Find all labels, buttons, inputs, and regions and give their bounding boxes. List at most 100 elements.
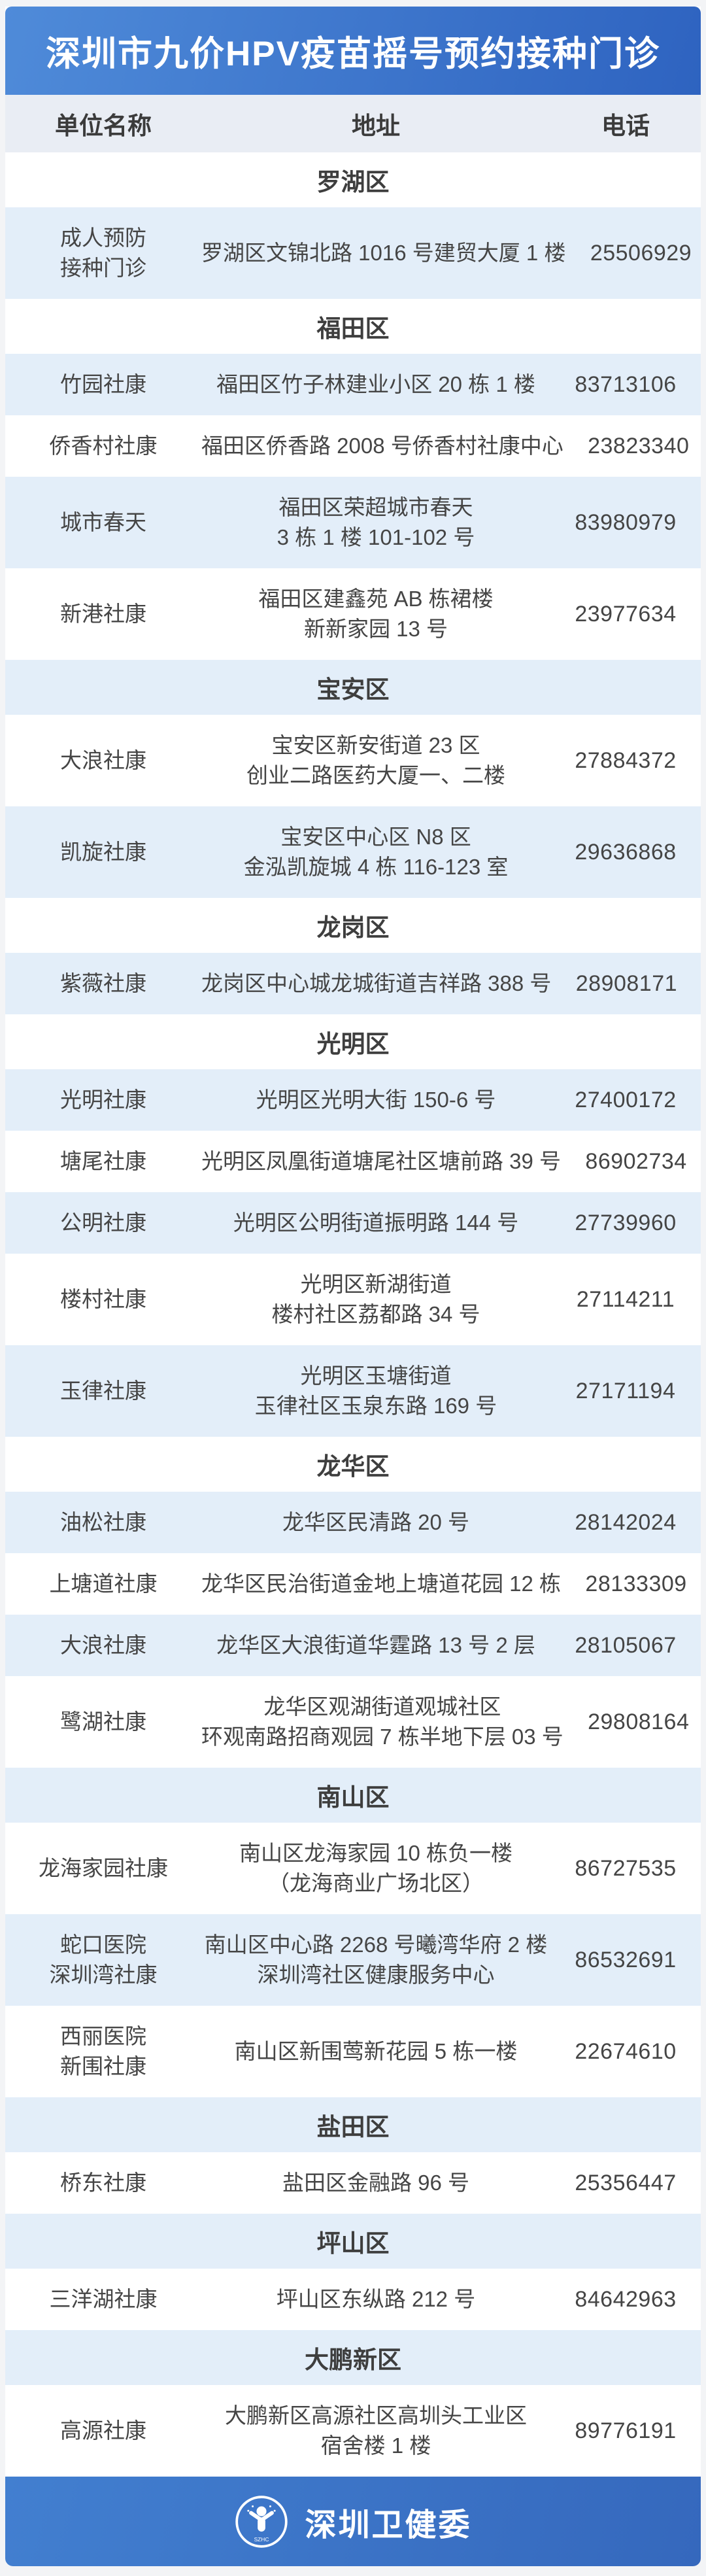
table-rows: 罗湖区 成人预防 接种门诊 罗湖区文锦北路 1016 号建贸大厦 1 楼 2550692… — [5, 152, 701, 2477]
clinic-name-line: 凯旋社康 — [60, 840, 146, 864]
clinic-address-line: 龙华区民治街道金地上塘道花园 12 栋 — [201, 1571, 562, 1596]
clinic-row: 竹园社康 福田区竹子林建业小区 20 栋 1 楼 83713106 — [5, 354, 701, 415]
clinic-row: 油松社康 龙华区民清路 20 号 28142024 — [5, 1492, 701, 1553]
district-section-row: 坪山区 — [5, 2214, 701, 2269]
clinic-phone: 28105067 — [575, 1633, 677, 1658]
clinic-address-cell: 光明区光明大街 150-6 号 — [201, 1085, 550, 1115]
clinic-row: 三洋湖社康 坪山区东纵路 212 号 84642963 — [5, 2269, 701, 2330]
clinic-address-line: 宝安区新安街道 23 区 — [271, 733, 480, 757]
district-label: 龙岗区 — [316, 914, 390, 941]
clinic-address-line: 创业二路医药大厦一、二楼 — [246, 763, 505, 787]
clinic-phone: 27400172 — [575, 1088, 677, 1112]
district-section-row: 罗湖区 — [5, 152, 701, 207]
clinic-name-line: 新港社康 — [60, 602, 146, 626]
clinic-address-cell: 福田区竹子林建业小区 20 栋 1 楼 — [201, 369, 550, 400]
district-label: 宝安区 — [316, 676, 390, 703]
clinic-address-line: 金泓凯旋城 4 栋 116-123 室 — [243, 855, 509, 879]
clinic-name-cell: 鹭湖社康 — [5, 1707, 201, 1737]
clinic-name-cell: 大浪社康 — [5, 1630, 201, 1660]
clinic-address-line: 龙华区观湖街道观城社区 — [263, 1694, 501, 1719]
clinic-address-cell: 龙华区民清路 20 号 — [201, 1507, 550, 1537]
clinic-address-line: 大鹏新区高源社区高圳头工业区 — [225, 2403, 527, 2428]
clinic-row: 侨香村社康 福田区侨香路 2008 号侨香村社康中心 23823340 — [5, 415, 701, 477]
clinic-row: 塘尾社康 光明区凤凰街道塘尾社区塘前路 39 号 86902734 — [5, 1131, 701, 1192]
clinic-address-line: 福田区荣超城市春天 — [278, 495, 473, 519]
clinic-name-line: 蛇口医院 — [60, 1932, 146, 1957]
clinic-address-line: 楼村社区荔都路 34 号 — [271, 1302, 480, 1326]
column-header-address: 地址 — [352, 112, 400, 139]
szhc-logo-icon: SZHC — [235, 2495, 288, 2548]
clinic-phone: 23823340 — [588, 434, 690, 458]
clinic-name-line: 大浪社康 — [60, 1633, 146, 1657]
clinic-phone: 86532691 — [575, 1948, 677, 1972]
clinic-name-cell: 公明社康 — [5, 1208, 201, 1238]
clinic-address-line: 光明区公明街道振明路 144 号 — [233, 1211, 519, 1235]
clinic-address-line: 玉律社区玉泉东路 169 号 — [254, 1394, 497, 1418]
clinic-row: 玉律社康 光明区玉塘街道 玉律社区玉泉东路 169 号 27171194 — [5, 1345, 701, 1437]
clinic-address-line: 南山区龙海家园 10 栋负一楼 — [239, 1841, 513, 1865]
clinic-name-cell: 西丽医院 新围社康 — [5, 2021, 201, 2082]
clinic-address-cell: 罗湖区文锦北路 1016 号建贸大厦 1 楼 — [201, 238, 565, 268]
clinic-row: 龙海家园社康 南山区龙海家园 10 栋负一楼 （龙海商业广场北区） 86727535 — [5, 1823, 701, 1914]
clinic-phone: 25356447 — [575, 2171, 677, 2195]
clinic-row: 成人预防 接种门诊 罗湖区文锦北路 1016 号建贸大厦 1 楼 25506929 — [5, 207, 701, 299]
clinic-address-line: 深圳湾社区健康服务中心 — [257, 1963, 495, 1987]
clinic-row: 新港社康 福田区建鑫苑 AB 栋裙楼 新新家园 13 号 23977634 — [5, 568, 701, 660]
clinic-name-cell: 侨香村社康 — [5, 431, 201, 461]
clinic-address-line: 3 栋 1 楼 101-102 号 — [277, 525, 475, 549]
page-title-bar: 深圳市九价HPV疫苗摇号预约接种门诊 — [5, 7, 701, 95]
clinic-phone: 28908171 — [575, 971, 678, 996]
clinic-name-cell: 城市春天 — [5, 507, 201, 538]
clinic-address-cell: 光明区新湖街道 楼村社区荔都路 34 号 — [201, 1269, 550, 1330]
clinic-address-cell: 大鹏新区高源社区高圳头工业区 宿舍楼 1 楼 — [201, 2401, 550, 2461]
clinic-address-line: 新新家园 13 号 — [303, 617, 448, 641]
clinic-phone: 25506929 — [590, 241, 692, 266]
clinic-name-line: 楼村社康 — [60, 1287, 146, 1311]
clinic-name-cell: 凯旋社康 — [5, 837, 201, 867]
clinic-address-cell: 龙华区大浪街道华霆路 13 号 2 层 — [201, 1630, 550, 1660]
clinic-name-cell: 新港社康 — [5, 599, 201, 629]
district-label: 坪山区 — [316, 2230, 390, 2257]
logo-abbrev-text: SZHC — [254, 2536, 269, 2543]
clinic-address-cell: 坪山区东纵路 212 号 — [201, 2284, 550, 2314]
clinic-row: 紫薇社康 龙岗区中心城龙城街道吉祥路 388 号 28908171 — [5, 953, 701, 1014]
district-section-row: 龙华区 — [5, 1437, 701, 1492]
clinic-name-cell: 大浪社康 — [5, 746, 201, 776]
clinic-phone: 29808164 — [588, 1709, 690, 1734]
page-title: 深圳市九价HPV疫苗摇号预约接种门诊 — [46, 34, 660, 73]
district-section-row: 南山区 — [5, 1768, 701, 1823]
district-section-row: 龙岗区 — [5, 898, 701, 953]
clinic-name-line: 城市春天 — [60, 510, 146, 534]
clinic-address-cell: 龙华区民治街道金地上塘道花园 12 栋 — [201, 1569, 561, 1599]
clinic-phone: 83980979 — [575, 510, 677, 535]
clinic-address-line: 宿舍楼 1 楼 — [320, 2433, 431, 2458]
clinic-address-cell: 光明区公明街道振明路 144 号 — [201, 1208, 550, 1238]
clinic-name-line: 光明社康 — [60, 1088, 146, 1112]
clinic-address-cell: 盐田区金融路 96 号 — [201, 2168, 550, 2198]
clinic-address-line: 福田区竹子林建业小区 20 栋 1 楼 — [216, 372, 535, 396]
clinic-address-cell: 福田区建鑫苑 AB 栋裙楼 新新家园 13 号 — [201, 584, 550, 644]
district-section-row: 宝安区 — [5, 660, 701, 715]
clinic-phone: 27171194 — [575, 1379, 676, 1403]
clinic-row: 鹭湖社康 龙华区观湖街道观城社区环观南路招商观园 7 栋半地下层 03 号 2980… — [5, 1676, 701, 1768]
clinic-name-line: 油松社康 — [60, 1510, 146, 1534]
clinic-address-line: （龙海商业广场北区） — [268, 1871, 484, 1895]
clinic-address-line: 福田区侨香路 2008 号侨香村社康中心 — [201, 434, 563, 458]
clinic-address-line: 环观南路招商观园 7 栋半地下层 03 号 — [201, 1725, 563, 1749]
clinic-address-line: 南山区新围莺新花园 5 栋一楼 — [234, 2039, 518, 2063]
table-header-row: 单位名称 地址 电话 — [5, 95, 701, 152]
clinic-phone: 28142024 — [575, 1510, 677, 1535]
clinic-name-line: 侨香村社康 — [49, 434, 158, 458]
clinic-row: 光明社康 光明区光明大街 150-6 号 27400172 — [5, 1069, 701, 1131]
district-section-row: 大鹏新区 — [5, 2330, 701, 2385]
clinic-row: 楼村社康 光明区新湖街道 楼村社区荔都路 34 号 27114211 — [5, 1254, 701, 1345]
clinic-row: 上塘道社康 龙华区民治街道金地上塘道花园 12 栋 28133309 — [5, 1553, 701, 1615]
clinic-name-cell: 高源社康 — [5, 2416, 201, 2446]
clinic-address-cell: 福田区侨香路 2008 号侨香村社康中心 — [201, 431, 563, 461]
clinic-row: 桥东社康 盐田区金融路 96 号 25356447 — [5, 2152, 701, 2214]
clinic-name-cell: 光明社康 — [5, 1085, 201, 1115]
clinic-phone: 29636868 — [575, 840, 677, 865]
district-section-row: 福田区 — [5, 299, 701, 354]
district-section-row: 光明区 — [5, 1014, 701, 1069]
clinic-address-line: 宝安区中心区 N8 区 — [280, 825, 471, 849]
